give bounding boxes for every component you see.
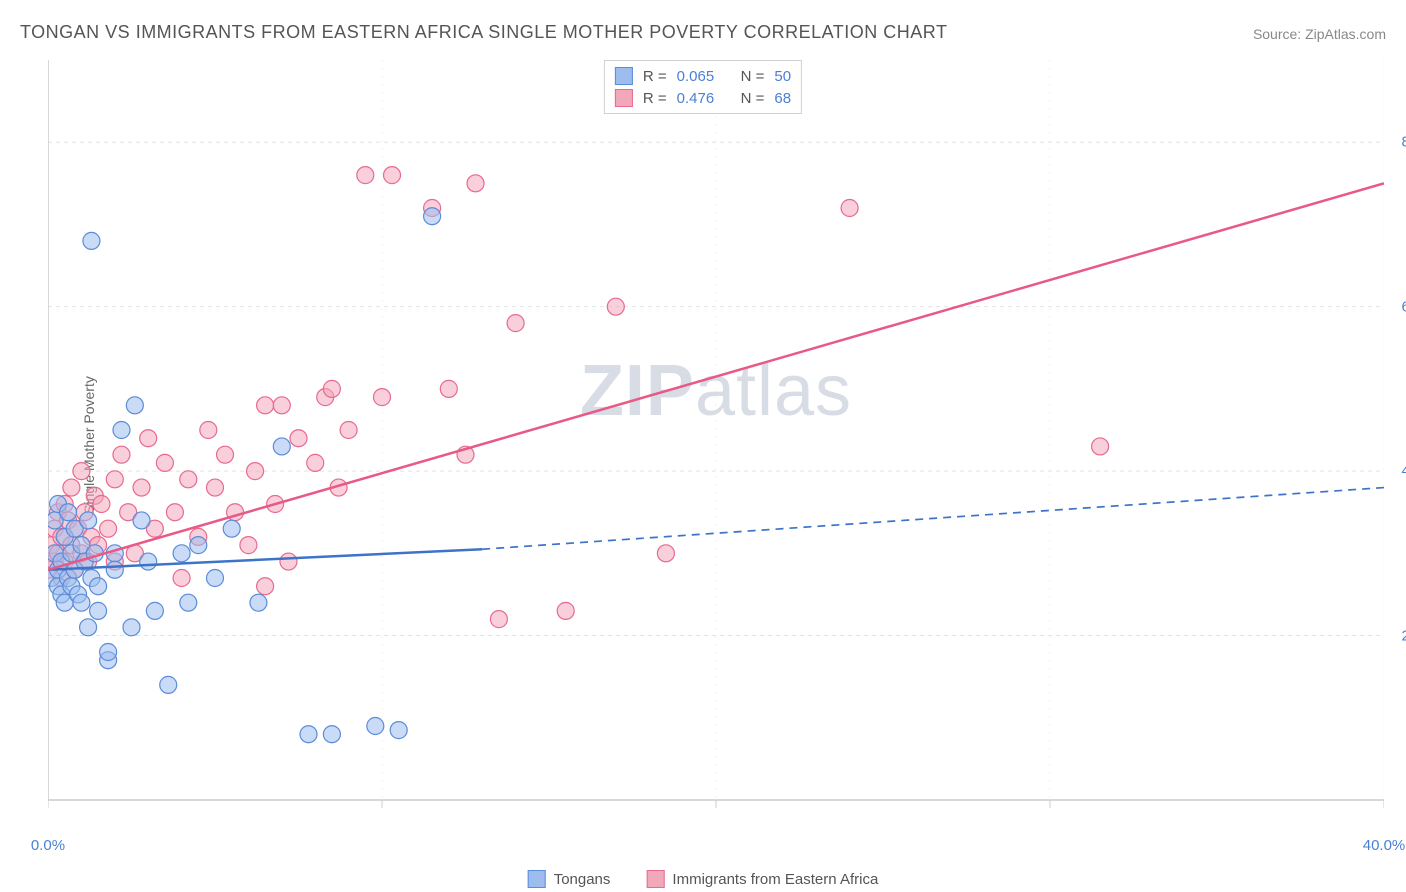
n-value: 68 (774, 90, 791, 107)
data-point (113, 446, 130, 463)
legend-swatch (615, 89, 633, 107)
data-point (93, 496, 110, 513)
y-tick-label: 20.0% (1401, 627, 1406, 644)
scatter-plot (48, 60, 1384, 830)
legend-swatch (615, 67, 633, 85)
y-tick-label: 60.0% (1401, 298, 1406, 315)
n-label: N = (741, 90, 765, 107)
data-point (290, 430, 307, 447)
data-point (607, 298, 624, 315)
data-point (100, 520, 117, 537)
data-point (140, 430, 157, 447)
data-point (133, 512, 150, 529)
trend-line (48, 183, 1384, 569)
legend-swatch (646, 870, 664, 888)
data-point (357, 167, 374, 184)
data-point (323, 380, 340, 397)
data-point (240, 537, 257, 554)
correlation-row: R = 0.476 N = 68 (615, 87, 791, 109)
data-point (390, 722, 407, 739)
r-label: R = (643, 90, 667, 107)
data-point (190, 537, 207, 554)
data-point (257, 578, 274, 595)
data-point (166, 504, 183, 521)
data-point (123, 619, 140, 636)
data-point (507, 315, 524, 332)
chart-title: TONGAN VS IMMIGRANTS FROM EASTERN AFRICA… (20, 22, 947, 43)
data-point (106, 471, 123, 488)
data-point (217, 446, 234, 463)
data-point (340, 422, 357, 439)
data-point (133, 479, 150, 496)
data-point (207, 479, 224, 496)
data-point (73, 463, 90, 480)
data-point (160, 676, 177, 693)
data-point (223, 520, 240, 537)
data-point (80, 512, 97, 529)
data-point (207, 570, 224, 587)
data-point (60, 504, 77, 521)
data-point (146, 602, 163, 619)
chart-area: Single Mother Poverty ZIPatlas 20.0%40.0… (48, 60, 1384, 830)
data-point (273, 397, 290, 414)
data-point (1092, 438, 1109, 455)
data-point (467, 175, 484, 192)
legend-swatch (528, 870, 546, 888)
data-point (424, 208, 441, 225)
legend-item: Immigrants from Eastern Africa (646, 870, 878, 888)
data-point (173, 545, 190, 562)
trend-line-dashed (482, 488, 1384, 550)
data-point (247, 463, 264, 480)
data-point (657, 545, 674, 562)
data-point (841, 200, 858, 217)
data-point (280, 553, 297, 570)
data-point (323, 726, 340, 743)
data-point (63, 479, 80, 496)
data-point (83, 232, 100, 249)
data-point (90, 602, 107, 619)
data-point (173, 570, 190, 587)
data-point (180, 594, 197, 611)
series-legend: Tongans Immigrants from Eastern Africa (528, 870, 879, 888)
legend-label: Tongans (554, 871, 611, 888)
correlation-row: R = 0.065 N = 50 (615, 65, 791, 87)
legend-label: Immigrants from Eastern Africa (672, 871, 878, 888)
data-point (307, 454, 324, 471)
legend-item: Tongans (528, 870, 611, 888)
y-tick-label: 80.0% (1401, 134, 1406, 151)
data-point (257, 397, 274, 414)
data-point (140, 553, 157, 570)
r-label: R = (643, 68, 667, 85)
data-point (113, 422, 130, 439)
data-point (250, 594, 267, 611)
n-value: 50 (774, 68, 791, 85)
data-point (180, 471, 197, 488)
data-point (300, 726, 317, 743)
n-label: N = (741, 68, 765, 85)
r-value: 0.065 (677, 68, 731, 85)
x-tick-label: 40.0% (1363, 837, 1406, 854)
data-point (100, 644, 117, 661)
source-label: Source: ZipAtlas.com (1253, 26, 1386, 42)
y-tick-label: 40.0% (1401, 463, 1406, 480)
r-value: 0.476 (677, 90, 731, 107)
correlation-legend: R = 0.065 N = 50 R = 0.476 N = 68 (604, 60, 802, 114)
data-point (490, 611, 507, 628)
data-point (200, 422, 217, 439)
data-point (440, 380, 457, 397)
data-point (273, 438, 290, 455)
data-point (90, 578, 107, 595)
data-point (374, 389, 391, 406)
data-point (367, 718, 384, 735)
data-point (80, 619, 97, 636)
data-point (156, 454, 173, 471)
data-point (557, 602, 574, 619)
data-point (384, 167, 401, 184)
data-point (73, 594, 90, 611)
data-point (106, 561, 123, 578)
x-tick-label: 0.0% (31, 837, 65, 854)
data-point (126, 397, 143, 414)
